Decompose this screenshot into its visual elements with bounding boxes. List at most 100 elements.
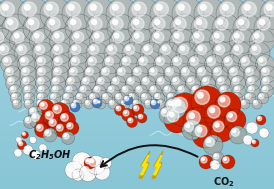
Circle shape: [90, 29, 115, 53]
Circle shape: [38, 101, 40, 103]
Circle shape: [230, 42, 252, 64]
Circle shape: [102, 159, 107, 164]
Circle shape: [56, 124, 63, 131]
Circle shape: [96, 166, 103, 173]
Circle shape: [180, 46, 184, 50]
Circle shape: [113, 78, 116, 81]
Circle shape: [103, 69, 106, 72]
Circle shape: [15, 150, 19, 154]
Circle shape: [71, 20, 76, 25]
Circle shape: [25, 87, 27, 89]
Circle shape: [249, 124, 250, 127]
Circle shape: [33, 115, 36, 118]
Circle shape: [61, 100, 66, 105]
Circle shape: [230, 68, 237, 75]
Circle shape: [55, 33, 59, 38]
Circle shape: [38, 86, 44, 92]
Circle shape: [202, 158, 204, 160]
Circle shape: [224, 109, 246, 131]
Circle shape: [203, 135, 223, 155]
Circle shape: [218, 78, 221, 81]
Circle shape: [212, 42, 234, 64]
Circle shape: [82, 77, 89, 84]
Circle shape: [138, 114, 143, 119]
Circle shape: [40, 145, 44, 149]
Circle shape: [40, 0, 72, 30]
Circle shape: [23, 133, 24, 134]
Circle shape: [220, 86, 226, 92]
Circle shape: [72, 152, 92, 172]
Circle shape: [2, 4, 8, 10]
Circle shape: [221, 54, 241, 74]
Circle shape: [125, 45, 135, 55]
Circle shape: [90, 94, 95, 99]
Circle shape: [45, 111, 53, 119]
Circle shape: [78, 94, 80, 97]
Circle shape: [26, 118, 28, 120]
Circle shape: [167, 100, 177, 110]
Circle shape: [38, 125, 40, 128]
Circle shape: [179, 87, 181, 89]
Circle shape: [156, 4, 162, 10]
Circle shape: [136, 54, 156, 74]
Circle shape: [206, 138, 215, 146]
Circle shape: [135, 33, 139, 38]
Circle shape: [165, 87, 167, 89]
Circle shape: [257, 116, 262, 121]
Circle shape: [130, 29, 155, 53]
Circle shape: [81, 87, 84, 89]
Circle shape: [228, 99, 238, 109]
Circle shape: [73, 100, 78, 105]
Circle shape: [156, 57, 164, 65]
Circle shape: [231, 128, 239, 136]
Circle shape: [133, 32, 144, 43]
Circle shape: [139, 115, 141, 117]
Circle shape: [105, 57, 113, 65]
Circle shape: [179, 45, 189, 55]
Circle shape: [168, 94, 173, 99]
Circle shape: [0, 14, 9, 42]
Circle shape: [179, 66, 196, 83]
Circle shape: [193, 87, 195, 89]
Circle shape: [261, 130, 263, 132]
Circle shape: [113, 20, 118, 25]
Circle shape: [208, 58, 212, 62]
Circle shape: [164, 86, 170, 92]
Circle shape: [218, 20, 223, 25]
Circle shape: [37, 77, 44, 84]
Circle shape: [35, 54, 53, 74]
Circle shape: [236, 18, 249, 30]
Circle shape: [224, 158, 226, 160]
Circle shape: [66, 86, 72, 92]
Circle shape: [26, 101, 28, 103]
Circle shape: [59, 112, 76, 129]
Circle shape: [255, 54, 274, 74]
Circle shape: [230, 29, 255, 53]
Circle shape: [142, 94, 147, 99]
Circle shape: [38, 94, 43, 99]
Circle shape: [187, 77, 194, 84]
Circle shape: [220, 2, 234, 16]
Circle shape: [72, 169, 84, 181]
Circle shape: [264, 2, 274, 16]
Circle shape: [248, 86, 254, 92]
Circle shape: [3, 57, 12, 65]
Circle shape: [32, 114, 39, 121]
Circle shape: [169, 101, 172, 105]
Circle shape: [161, 108, 169, 116]
Circle shape: [35, 122, 50, 138]
Circle shape: [51, 94, 56, 99]
Circle shape: [67, 77, 74, 84]
Circle shape: [31, 138, 32, 139]
Circle shape: [256, 115, 266, 125]
Circle shape: [85, 68, 93, 75]
Circle shape: [67, 87, 69, 89]
Circle shape: [157, 58, 161, 62]
Circle shape: [33, 152, 35, 154]
Circle shape: [71, 103, 76, 108]
Circle shape: [254, 101, 256, 103]
Circle shape: [40, 102, 47, 109]
Circle shape: [66, 2, 80, 16]
Circle shape: [197, 45, 207, 55]
Circle shape: [101, 92, 113, 104]
